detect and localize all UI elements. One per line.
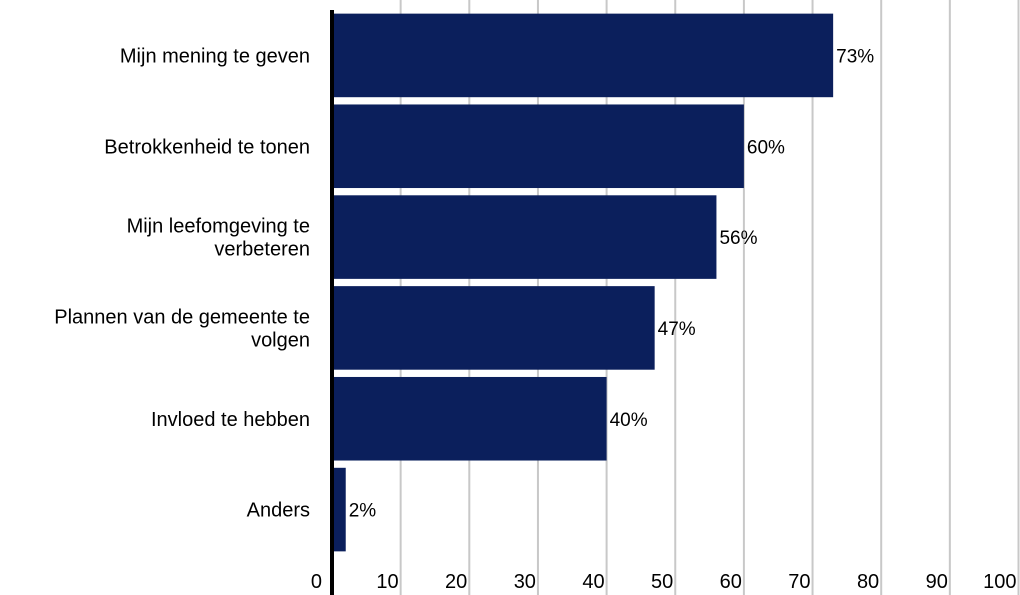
data-label: 60% [747,137,785,158]
bar [332,376,607,461]
bar [332,13,834,98]
bar [332,286,655,370]
category-label: Plannen van de gemeente te volgen [54,306,310,351]
category-label-line: Mijn leefomgeving te [127,216,310,238]
data-label: 47% [658,319,696,340]
category-label: Invloed te hebben [151,409,310,431]
x-tick-label: 40 [582,571,604,593]
data-label: 73% [836,46,874,67]
data-label: 2% [349,501,377,522]
category-label: Mijn leefomgeving te verbeteren [127,216,310,261]
x-tick-label: 60 [720,571,742,593]
category-label: Betrokkenheid te tonen [104,136,310,158]
category-label-line: Anders [247,500,310,522]
category-label: Anders [247,500,310,522]
bar [332,195,717,279]
x-tick-label: 70 [788,571,810,593]
labels: 0 10 20 30 40 50 60 70 80 90 100 73% Mijn mening te … [54,45,1016,593]
category-label-line: volgen [251,329,310,351]
category-label-line: Plannen van de gemeente te [54,306,310,328]
x-tick-label: 90 [926,571,948,593]
bar [332,104,744,189]
category-label-line: verbeteren [214,239,310,261]
bar [332,467,346,552]
x-tick-label: 30 [514,571,536,593]
category-label-line: Betrokkenheid te tonen [104,136,310,158]
bars [332,13,834,552]
category-label-line: Mijn mening te geven [120,45,310,67]
x-tick-label: 0 [311,571,322,593]
x-tick-label: 20 [445,571,467,593]
data-label: 56% [719,228,757,249]
x-tick-label: 100 [983,571,1016,593]
x-tick-label: 80 [857,571,879,593]
category-label-line: Invloed te hebben [151,409,310,431]
category-label: Mijn mening te geven [120,45,310,67]
gridlines [399,0,1020,595]
x-tick-label: 50 [651,571,673,593]
data-label: 40% [610,410,648,431]
x-tick-label: 10 [376,571,398,593]
